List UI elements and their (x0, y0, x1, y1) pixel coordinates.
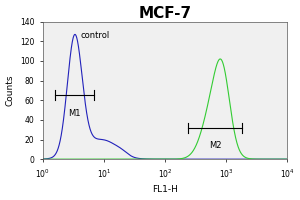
Y-axis label: Counts: Counts (6, 75, 15, 106)
X-axis label: FL1-H: FL1-H (152, 185, 178, 194)
Title: MCF-7: MCF-7 (138, 6, 191, 21)
Text: M2: M2 (209, 141, 221, 150)
Text: M1: M1 (68, 109, 81, 118)
Text: control: control (81, 31, 110, 40)
